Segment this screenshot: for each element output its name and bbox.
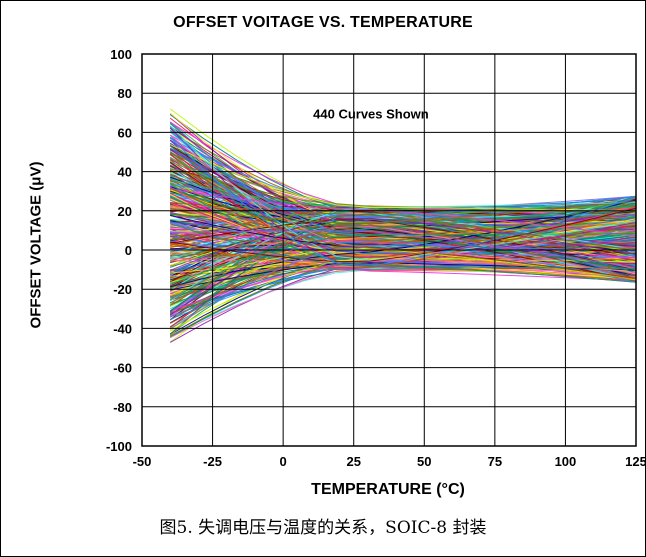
x-tick-label: 100 <box>555 454 577 469</box>
y-tick-label: -100 <box>106 439 132 454</box>
curve-line <box>170 206 637 269</box>
curve-line <box>169 192 637 258</box>
y-tick-label: 40 <box>118 165 132 180</box>
curve-line <box>170 207 637 263</box>
curve-line <box>170 223 637 270</box>
curve-line <box>170 200 637 224</box>
curve-line <box>170 153 637 234</box>
curve-line <box>169 204 637 304</box>
curve-line <box>169 137 637 267</box>
curve-line <box>169 224 637 306</box>
curve-line <box>170 248 637 283</box>
curve-line <box>169 210 637 301</box>
tick-labels-layer: -50 -25 0 25 50 75 100 125 100 80 60 40 20 0 -20 -40 -60… <box>106 47 646 469</box>
x-tick-label: 125 <box>625 454 646 469</box>
x-tick-label: 75 <box>488 454 502 469</box>
y-tick-label: -20 <box>113 282 132 297</box>
curve-line <box>170 229 637 263</box>
curve-line <box>169 145 637 255</box>
grid-layer <box>141 53 637 447</box>
x-tick-label: -25 <box>203 454 222 469</box>
y-tick-label: 20 <box>118 204 132 219</box>
curve-line <box>170 219 637 271</box>
curve-line <box>170 222 637 274</box>
curve-line <box>169 144 637 212</box>
x-tick-label: 0 <box>280 454 287 469</box>
y-tick-label: -60 <box>113 361 132 376</box>
x-tick-label: -50 <box>133 454 152 469</box>
x-tick-label: 25 <box>346 454 360 469</box>
y-tick-label: 100 <box>110 47 132 62</box>
y-tick-label: 60 <box>118 125 132 140</box>
curve-line <box>170 199 637 288</box>
curve-line <box>170 201 637 252</box>
x-axis-label: TEMPERATURE (°C) <box>311 481 465 498</box>
curve-line <box>170 230 637 269</box>
curve-line <box>170 177 637 219</box>
plot-border <box>141 53 637 447</box>
y-tick-label: -80 <box>113 400 132 415</box>
x-tick-label: 50 <box>417 454 431 469</box>
curves-annotation: 440 Curves Shown <box>313 107 429 122</box>
curve-line <box>170 187 637 271</box>
figure-caption: 图5. 失调电压与温度的关系，SOIC-8 封装 <box>159 518 487 538</box>
curve-line <box>169 244 637 330</box>
y-tick-label: -40 <box>113 321 132 336</box>
chart-title: OFFSET VOITAGE VS. TEMPERATURE <box>173 14 473 31</box>
curve-line <box>169 131 637 283</box>
y-tick-label: 80 <box>118 86 132 101</box>
curves-layer <box>169 108 637 343</box>
y-tick-label: 0 <box>125 243 132 258</box>
